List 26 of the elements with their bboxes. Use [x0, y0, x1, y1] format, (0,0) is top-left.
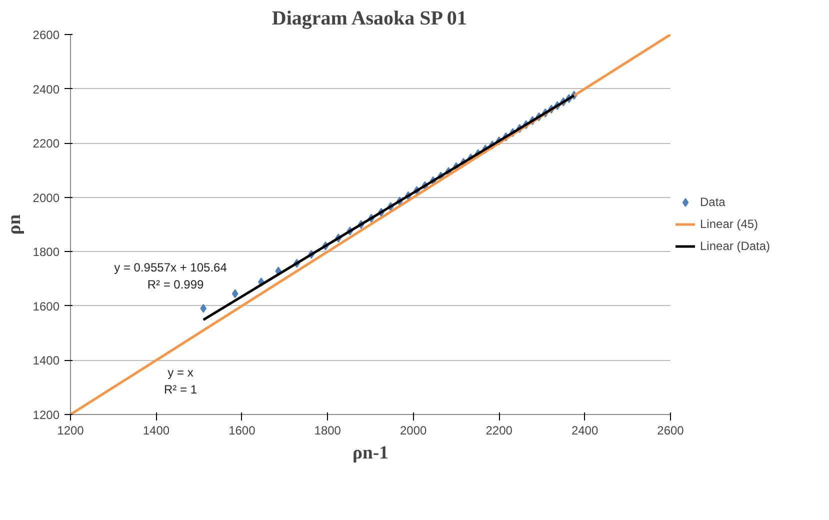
- annotation: y = 0.9557x + 105.64: [114, 260, 228, 274]
- x-tick-label: 1200: [57, 424, 84, 438]
- x-tick-label: 2600: [657, 424, 684, 438]
- x-tick-label: 1400: [142, 424, 170, 438]
- annotation: R² = 0.999: [147, 278, 204, 292]
- y-tick-label: 1200: [32, 408, 60, 422]
- y-tick-label: 2600: [32, 28, 60, 42]
- x-tick-label: 1600: [228, 424, 256, 438]
- y-tick-label: 2000: [32, 190, 60, 205]
- y-tick-label: 1400: [32, 354, 60, 368]
- x-axis-title: ρn-1: [352, 442, 388, 464]
- chart-title: Diagram Asaoka SP 01: [272, 8, 467, 30]
- legend-label: Data: [700, 195, 726, 209]
- annotation: R² = 1: [164, 382, 198, 396]
- y-axis-title: ρn: [4, 214, 25, 235]
- x-tick-label: 2200: [486, 424, 513, 438]
- x-tick-label: 1800: [314, 424, 342, 438]
- x-tick-label: 2400: [571, 424, 598, 438]
- x-tick-label: 2000: [400, 424, 428, 438]
- y-tick-label: 1600: [32, 299, 60, 314]
- legend-label: Linear (45): [700, 217, 760, 231]
- y-tick-label: 2400: [32, 82, 60, 96]
- y-tick-label: 2200: [32, 136, 60, 151]
- annotation: y = x: [168, 366, 194, 380]
- y-tick-label: 1800: [32, 245, 60, 260]
- legend-label: Linear (Data): [700, 239, 770, 253]
